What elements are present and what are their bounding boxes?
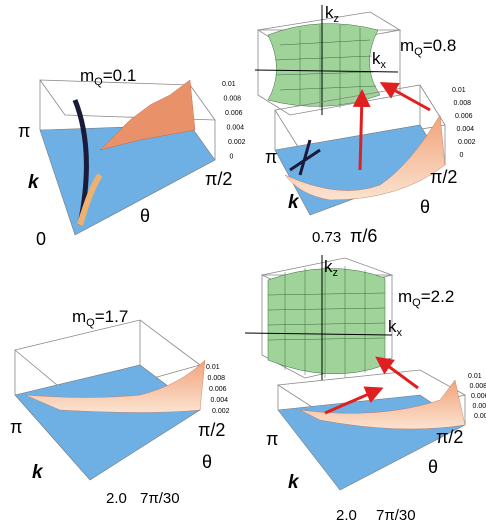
inset-kx: kx — [372, 49, 387, 71]
inset-surface — [267, 268, 386, 375]
title-value: =0.1 — [103, 66, 137, 85]
surface — [284, 114, 446, 201]
k-max-label: π — [265, 147, 277, 167]
theta-max-label: π/2 — [436, 427, 463, 447]
panel-title: mQ=0.8 — [400, 36, 456, 58]
z-tick-label: 0.004 — [473, 403, 486, 410]
kz-base: k — [325, 3, 334, 22]
inset-kz: kz — [324, 257, 338, 279]
theta-axis-label: θ — [428, 457, 438, 477]
inset-kz: kz — [325, 3, 339, 25]
title-base: m — [400, 36, 414, 55]
z-tick-label: 0.008 — [454, 100, 472, 107]
panel-4: kz kx mQ=2.2 π k 2.0 7π/30 θ π/2 0.010.0… — [244, 255, 486, 524]
kz-base: k — [324, 257, 333, 276]
z-tick-label: 0.004 — [227, 125, 245, 132]
z-tick-label: 0.01 — [468, 373, 482, 380]
theta-min-label: 7π/30 — [376, 507, 416, 524]
theta-min-label: 7π/30 — [140, 490, 180, 507]
z-tick-label: 0.002 — [212, 408, 230, 415]
panel-title: mQ=2.2 — [398, 287, 454, 309]
z-ticks: 0.01 0.008 0.006 0.004 0.002 — [468, 373, 486, 420]
z-ticks: 0.01 0.008 0.006 0.004 0.002 0 — [222, 81, 246, 161]
z-tick-label: 0.008 — [224, 96, 242, 103]
z-tick-label: 0.002 — [228, 139, 246, 146]
k-max-label: π — [266, 429, 278, 449]
z-tick-label: 0.006 — [471, 393, 486, 400]
z-tick-label: 0.01 — [206, 364, 220, 371]
kz-sub: z — [334, 13, 340, 25]
title-value: =2.2 — [421, 287, 455, 306]
z-tick-label: 0.004 — [211, 397, 229, 404]
k-axis-label: k — [32, 462, 44, 483]
k-min-label: 2.0 — [106, 490, 127, 507]
z-tick-label: 0.01 — [222, 81, 236, 88]
theta-max-label: π/2 — [198, 420, 225, 440]
title-base: m — [80, 66, 94, 85]
z-tick-label: 0.01 — [452, 87, 466, 94]
inset-kx: kx — [388, 317, 403, 339]
k-min-label: 0 — [36, 229, 46, 249]
title-base: m — [398, 287, 412, 306]
panel-title: mQ=0.1 — [80, 66, 136, 88]
z-tick-label: 0.004 — [457, 126, 475, 133]
surface — [299, 379, 466, 430]
z-tick-label: 0 — [230, 154, 234, 161]
k-axis-label: k — [28, 172, 40, 193]
k-axis-label: k — [288, 472, 300, 493]
title-base: m — [72, 307, 86, 326]
theta-axis-label: θ — [202, 452, 212, 472]
z-tick-label: 0.002 — [474, 413, 486, 420]
inset-surface — [267, 23, 381, 107]
z-tick-label: 0 — [460, 152, 464, 159]
k-min-label: 2.0 — [336, 507, 357, 524]
k-min-label: 0.73 — [312, 229, 341, 246]
panel-title: mQ=1.7 — [72, 307, 128, 329]
k-max-label: π — [18, 121, 30, 141]
z-tick-label: 0.008 — [470, 383, 486, 390]
title-sub: Q — [94, 76, 103, 88]
title-sub: Q — [414, 46, 423, 58]
z-ticks: 0.01 0.008 0.006 0.004 0.002 — [206, 364, 230, 415]
theta-min-label: π/6 — [350, 226, 377, 246]
title-sub: Q — [412, 297, 421, 309]
z-tick-label: 0.006 — [455, 113, 473, 120]
kx-base: k — [388, 317, 397, 336]
theta-axis-label: θ — [140, 206, 150, 226]
title-value: =0.8 — [423, 36, 457, 55]
title-value: =1.7 — [95, 307, 129, 326]
surface — [99, 79, 196, 151]
z-ticks: 0.01 0.008 0.006 0.004 0.002 0 — [452, 87, 476, 159]
floor — [14, 364, 201, 481]
surface — [24, 359, 206, 413]
kx-sub: x — [397, 327, 403, 339]
kz-sub: z — [333, 267, 339, 279]
theta-max-label: π/2 — [430, 167, 457, 187]
kx-base: k — [372, 49, 381, 68]
panel-3: mQ=1.7 π k 2.0 7π/30 θ π/2 0.01 0.008 0.00… — [10, 307, 230, 507]
z-tick-label: 0.008 — [208, 375, 226, 382]
title-sub: Q — [86, 317, 95, 329]
theta-max-label: π/2 — [205, 169, 232, 189]
panel-1: mQ=0.1 π k 0 θ π/2 0.010.0080.0060.0040.… — [18, 66, 246, 249]
panel-2: kz kx mQ=0.8 π k 0.73 π/6 θ π/2 0.010.00… — [254, 3, 476, 246]
kx-sub: x — [381, 59, 387, 71]
k-axis-label: k — [288, 192, 300, 213]
k-max-label: π — [10, 417, 22, 437]
z-tick-label: 0.006 — [225, 110, 243, 117]
z-tick-label: 0.006 — [209, 386, 227, 393]
z-tick-label: 0.002 — [458, 139, 476, 146]
theta-axis-label: θ — [420, 197, 430, 217]
